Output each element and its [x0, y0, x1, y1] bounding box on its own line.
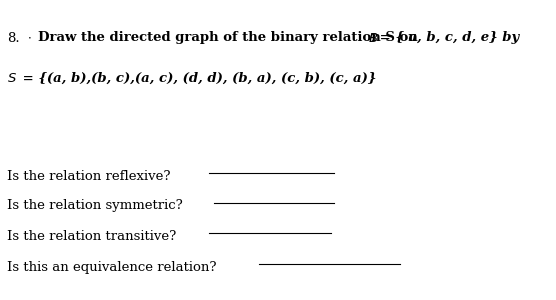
- Text: $\cdot$: $\cdot$: [27, 32, 36, 44]
- Text: = {(a, b),(b, c),(a, c), (d, d), (b, a), (c, b), (c, a)}: = {(a, b),(b, c),(a, c), (d, d), (b, a),…: [18, 72, 377, 85]
- Text: $\mathbf{\it{B}}$: $\mathbf{\it{B}}$: [368, 32, 378, 44]
- Text: Draw the directed graph of the binary relation S on: Draw the directed graph of the binary re…: [38, 32, 422, 44]
- Text: Is this an equivalence relation?: Is this an equivalence relation?: [7, 261, 217, 274]
- Text: 8.: 8.: [7, 32, 20, 44]
- Text: = { a, b, c, d, e} by: = { a, b, c, d, e} by: [375, 32, 519, 44]
- Text: Is the relation symmetric?: Is the relation symmetric?: [7, 200, 183, 212]
- Text: Is the relation reflexive?: Is the relation reflexive?: [7, 169, 171, 182]
- Text: $\mathbf{\it{S}}$: $\mathbf{\it{S}}$: [7, 72, 17, 85]
- Text: Is the relation transitive?: Is the relation transitive?: [7, 230, 176, 242]
